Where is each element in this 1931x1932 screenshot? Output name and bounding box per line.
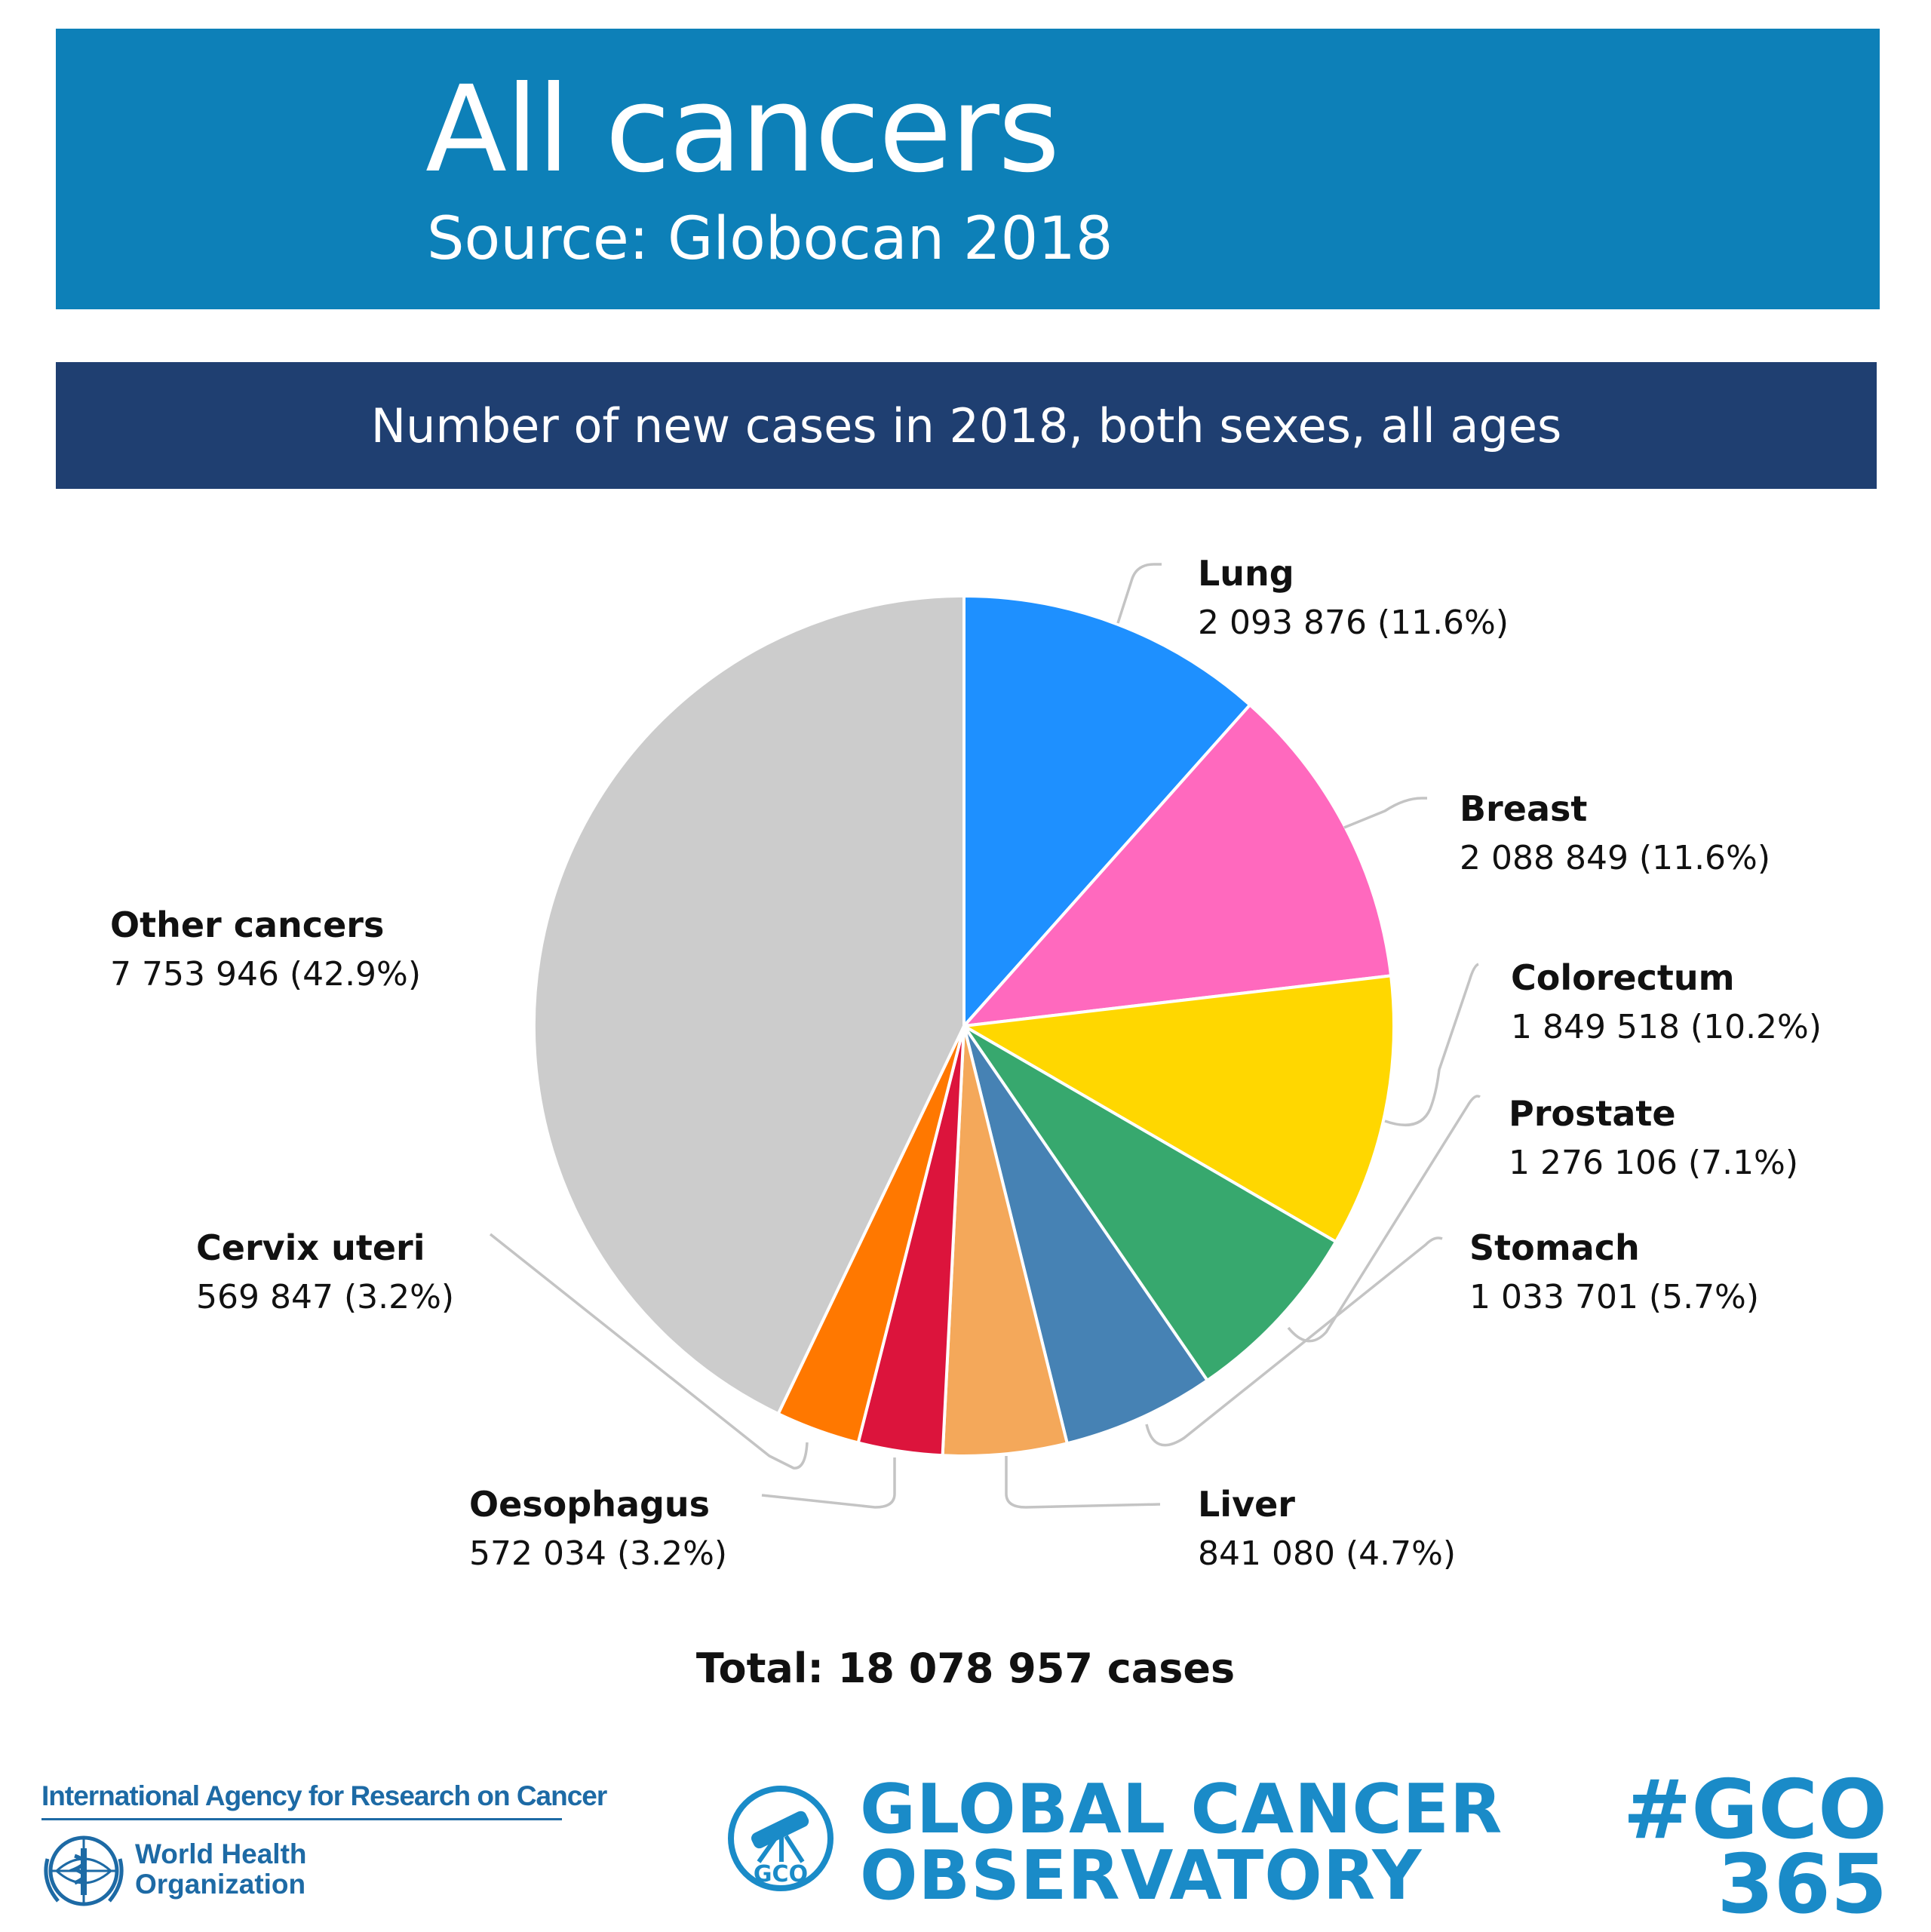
header-banner: All cancers Source: Globocan 2018 xyxy=(56,29,1880,309)
telescope-icon: GCO xyxy=(728,1786,833,1891)
slice-value-stomach: 1 033 701 (5.7%) xyxy=(1469,1278,1759,1316)
chart-title: Number of new cases in 2018, both sexes,… xyxy=(370,398,1562,453)
slice-value-lung: 2 093 876 (11.6%) xyxy=(1198,604,1509,642)
slice-label-oesophagus: Oesophagus xyxy=(469,1484,710,1525)
iarc-divider xyxy=(41,1818,562,1820)
slice-label-cervix-uteri: Cervix uteri xyxy=(196,1227,425,1268)
iarc-who-logo: International Agency for Research on Can… xyxy=(41,1780,607,1916)
leader-line-colorectum xyxy=(1384,963,1479,1127)
slice-label-liver: Liver xyxy=(1198,1484,1295,1525)
gco-name: GLOBAL CANCER OBSERVATORY xyxy=(860,1770,1503,1916)
slice-stomach xyxy=(962,1024,1210,1445)
leader-line-stomach xyxy=(1145,1236,1443,1447)
slice-value-colorectum: 1 849 518 (10.2%) xyxy=(1511,1008,1822,1046)
leader-line-prostate xyxy=(1287,1095,1481,1343)
slice-liver xyxy=(941,1025,1070,1457)
chart-title-bar: Number of new cases in 2018, both sexes,… xyxy=(56,362,1877,489)
leader-lines xyxy=(489,563,1481,1509)
slice-label-stomach: Stomach xyxy=(1469,1227,1640,1268)
who-emblem-icon xyxy=(44,1835,124,1906)
slice-label-prostate: Prostate xyxy=(1509,1093,1676,1134)
who-name: World Health Organization xyxy=(135,1838,307,1900)
page-title: All cancers xyxy=(425,60,1060,199)
leader-line-cervix-uteri xyxy=(489,1233,809,1470)
source-subtitle: Source: Globocan 2018 xyxy=(427,205,1113,273)
pie-slices xyxy=(532,594,1395,1457)
gco365-hashtag: #GCO 365 xyxy=(1622,1763,1887,1932)
slice-value-other-cancers: 7 753 946 (42.9%) xyxy=(110,955,421,994)
slice-value-liver: 841 080 (4.7%) xyxy=(1198,1534,1456,1573)
slice-colorectum xyxy=(959,974,1395,1244)
slice-label-colorectum: Colorectum xyxy=(1511,957,1735,998)
slice-other-cancers xyxy=(532,594,966,1416)
slice-lung xyxy=(962,594,1252,1031)
slice-label-lung: Lung xyxy=(1198,553,1294,594)
slice-value-breast: 2 088 849 (11.6%) xyxy=(1460,839,1770,877)
slice-value-prostate: 1 276 106 (7.1%) xyxy=(1509,1144,1798,1182)
leader-line-lung xyxy=(1116,563,1162,624)
slice-value-cervix-uteri: 569 847 (3.2%) xyxy=(196,1278,454,1316)
leader-line-oesophagus xyxy=(761,1457,896,1509)
leader-line-breast xyxy=(1343,797,1427,829)
leader-line-liver xyxy=(1005,1456,1161,1509)
slice-value-oesophagus: 572 034 (3.2%) xyxy=(469,1534,727,1573)
gco-logo-text: GCO xyxy=(754,1861,808,1887)
slice-prostate xyxy=(962,1024,1338,1383)
slice-label-other-cancers: Other cancers xyxy=(110,905,384,945)
total-cases: Total: 18 078 957 cases xyxy=(695,1645,1236,1692)
iarc-name: International Agency for Research on Can… xyxy=(41,1780,607,1811)
slice-labels: Lung 2 093 876 (11.6%) Breast 2 088 849 (11… xyxy=(110,553,1822,1573)
slice-label-breast: Breast xyxy=(1460,788,1587,829)
